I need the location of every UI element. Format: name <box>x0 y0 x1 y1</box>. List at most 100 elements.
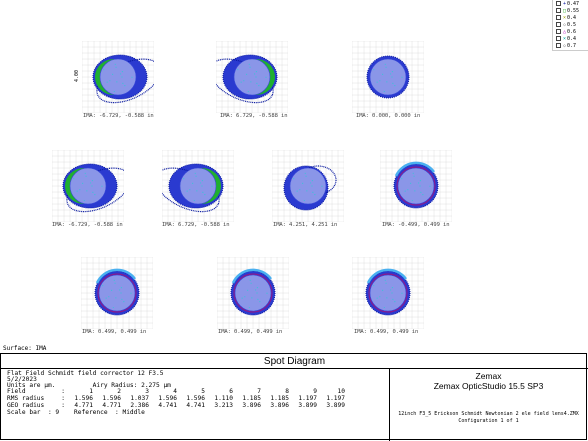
table-cell: : <box>61 395 65 402</box>
scale-bar-label: 4.00 <box>74 69 80 82</box>
row-label: RMS radius <box>7 395 45 402</box>
spot-coordinate-label: IMA: 6.729, -0.588 in <box>162 222 230 228</box>
spot-diagram-svg <box>216 41 288 113</box>
table-cell: 1.596 <box>186 395 205 402</box>
spot-diagram-svg <box>82 41 154 113</box>
table-cell: 1.197 <box>326 395 345 402</box>
legend-item: □0.55 <box>555 8 579 14</box>
spot-coordinate-label: IMA: -0.499, 0.499 in <box>382 222 450 228</box>
checkbox-icon[interactable] <box>556 15 561 20</box>
checkbox-icon[interactable] <box>556 8 561 13</box>
spot-coordinate-label: IMA: 0.499, 0.499 in <box>82 329 147 335</box>
table-row: RMS radius: 1.596 1.596 1.037 1.596 1.596 1.11… <box>7 395 345 402</box>
legend-label: 0.7 <box>567 43 577 49</box>
spot-diagram-svg <box>81 257 153 329</box>
spot-field-9 <box>217 257 289 329</box>
cross-icon: × <box>562 15 566 21</box>
checkbox-icon[interactable] <box>556 22 561 27</box>
checkbox-icon[interactable] <box>556 29 561 34</box>
table-cell: 1.596 <box>102 395 121 402</box>
spot-field-3 <box>352 41 424 113</box>
legend-label: 0.47 <box>567 1 580 7</box>
legend-label: 0.5 <box>567 22 577 28</box>
table-cell: 3.899 <box>326 402 345 409</box>
spot-coordinate-label: IMA: 0.499, 0.499 in <box>218 329 283 335</box>
legend-item: ◇0.5 <box>555 22 576 28</box>
spot-statistics-table: Field: 1 2 3 4 5 6 7 8 9 10 RMS radius: 1.596 1.596 1… <box>7 388 345 409</box>
diamond-icon: ◇ <box>562 43 566 49</box>
brand-name: Zemax <box>475 371 502 381</box>
spot-coordinate-label: IMA: 0.000, 0.000 in <box>356 113 421 119</box>
wavelength-legend: +0.47 □0.55 ×0.4 ◇0.5 △0.6 ×0.4 ◇0.7 <box>552 0 588 51</box>
triangle-icon: △ <box>562 29 566 35</box>
checkbox-icon[interactable] <box>556 36 561 41</box>
table-row: GEO radius: 4.771 4.771 2.386 4.741 4.741 3.21… <box>7 402 345 409</box>
spot-field-2 <box>216 41 288 113</box>
row-label: Field <box>7 388 26 395</box>
diamond-icon: ◇ <box>562 22 566 28</box>
table-cell: 4.741 <box>158 402 177 409</box>
table-cell: 1 <box>89 388 93 395</box>
spot-coordinate-label: IMA: -6.729, -0.588 in <box>83 113 154 119</box>
table-cell: 2.386 <box>130 402 149 409</box>
spot-field-7 <box>380 150 452 222</box>
table-cell: 3.896 <box>242 402 261 409</box>
row-label: GEO radius <box>7 402 45 409</box>
table-cell: 1.110 <box>214 395 233 402</box>
spot-diagram-svg <box>380 150 452 222</box>
spot-diagram-svg <box>352 257 424 329</box>
info-panel: Spot Diagram Flat Field Schmidt field co… <box>0 353 588 441</box>
table-cell: 4.771 <box>74 402 93 409</box>
table-cell: 1.197 <box>298 395 317 402</box>
square-icon: □ <box>562 8 566 14</box>
cross-icon: × <box>562 36 566 42</box>
product-name: Zemax OpticStudio 15.5 SP3 <box>433 381 544 391</box>
spot-diagram-svg <box>217 257 289 329</box>
table-cell: 7 <box>257 388 261 395</box>
table-cell: 5 <box>201 388 205 395</box>
legend-label: 0.6 <box>567 29 577 35</box>
legend-item: ◇0.7 <box>555 43 576 49</box>
table-cell: 3.896 <box>270 402 289 409</box>
legend-label: 0.55 <box>567 8 580 14</box>
surface-label: Surface: IMA <box>3 345 47 352</box>
system-description: Flat Field Schmidt field corrector 12 F3… <box>7 370 164 377</box>
spot-diagram-svg <box>162 150 234 222</box>
checkbox-icon[interactable] <box>556 1 561 6</box>
table-cell: 4.771 <box>102 402 121 409</box>
spot-field-5 <box>162 150 234 222</box>
table-cell: 8 <box>285 388 289 395</box>
spot-coordinate-label: IMA: -6.729, -0.588 in <box>52 222 123 228</box>
table-cell: 4 <box>173 388 177 395</box>
legend-item: ×0.4 <box>555 15 576 21</box>
panel-title: Spot Diagram <box>263 356 326 367</box>
spot-field-10 <box>352 257 424 329</box>
table-cell: 10 <box>337 388 345 395</box>
spot-field-4 <box>52 150 124 222</box>
spot-coordinate-label: IMA: 4.251, 4.251 in <box>273 222 338 228</box>
spot-diagram-plot: IMA: -6.729, -0.588 in 4.00 IMA: 6.729, … <box>3 0 588 352</box>
legend-item: △0.6 <box>555 29 576 35</box>
spot-diagram-svg <box>52 150 124 222</box>
legend-item: ×0.4 <box>555 36 576 42</box>
plus-icon: + <box>562 1 566 7</box>
checkbox-icon[interactable] <box>556 43 561 48</box>
table-cell: 1.185 <box>270 395 289 402</box>
table-cell: 1.185 <box>242 395 261 402</box>
legend-item: +0.47 <box>555 1 579 7</box>
spot-diagram-svg <box>352 41 424 113</box>
units-line: Units are µm. Airy Radius: 2.275 µm <box>7 382 171 389</box>
table-cell: : <box>61 388 65 395</box>
spot-coordinate-label: IMA: 6.729, -0.588 in <box>220 113 288 119</box>
scale-line: Scale bar : 9 Reference : Middle <box>7 409 145 416</box>
spot-diagram-svg <box>272 150 344 222</box>
table-cell: 1.596 <box>74 395 93 402</box>
divider <box>1 368 588 369</box>
configuration-label: Configuration 1 of 1 <box>458 418 519 424</box>
table-cell: 3 <box>145 388 149 395</box>
spot-coordinate-label: IMA: 0.499, 0.499 in <box>354 329 419 335</box>
divider <box>389 368 390 441</box>
spot-field-1 <box>82 41 154 113</box>
table-cell: 6 <box>229 388 233 395</box>
table-cell: 2 <box>117 388 121 395</box>
